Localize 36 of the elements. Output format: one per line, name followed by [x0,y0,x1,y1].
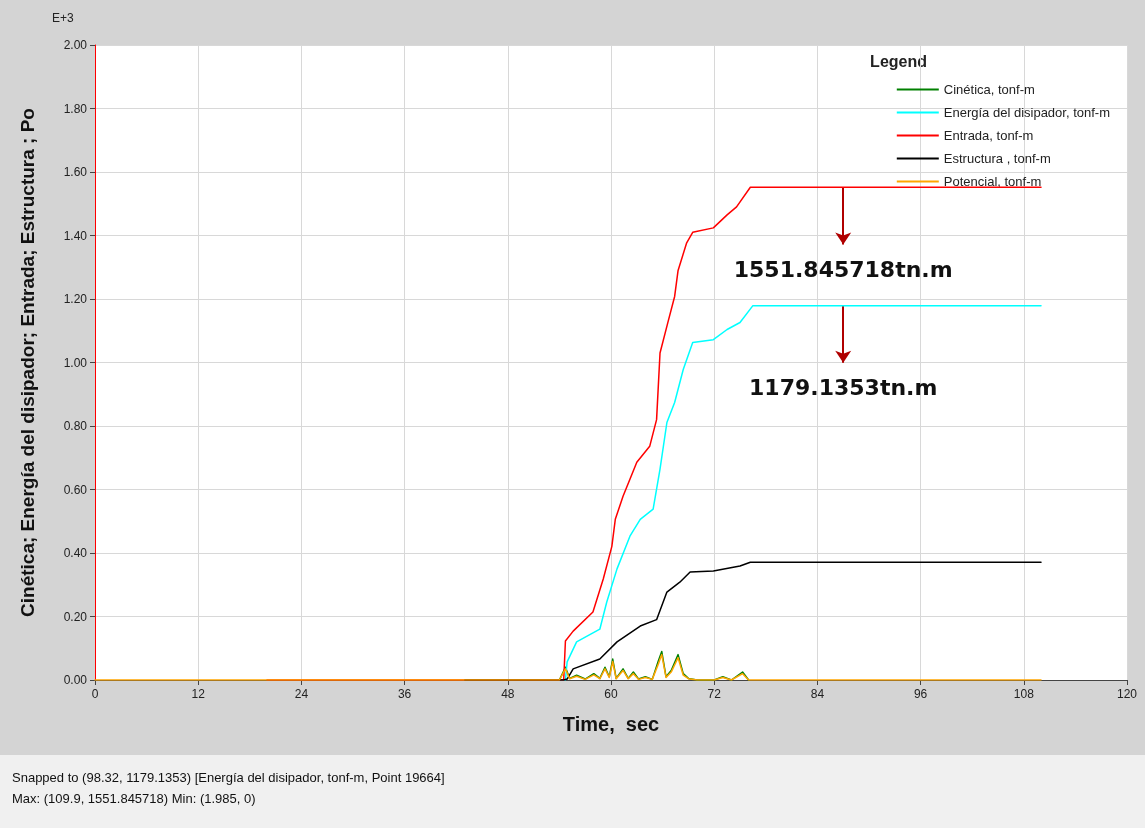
legend-label: Potencial, tonf-m [943,174,1042,189]
x-axis-title: Time, sec [562,713,660,735]
y-tick-label: 0.80 [63,419,88,433]
annotation: 1179.1353tn.m [749,375,938,401]
x-tick-label: 48 [501,687,515,701]
legend-title: Legend [870,52,927,70]
x-tick-label: 108 [1013,687,1035,701]
x-tick-label: 120 [1116,687,1138,701]
y-axis-title: Cinética; Energía del disipador; Entrada; Estructura ; Po [17,108,38,617]
x-tick-label: 60 [604,687,618,701]
y-tick-label: 2.00 [63,38,88,52]
x-tick-label: 36 [397,687,412,701]
y-tick-label: 1.60 [63,165,88,179]
x-tick-label: 0 [91,687,99,701]
y-tick-label: 1.00 [63,355,88,370]
x-tick-label: 84 [810,687,825,701]
annotation: 1551.845718tn.m [733,256,953,282]
y-tick-label: 0.60 [63,482,88,497]
legend-label: Energía del disipador, tonf-m [943,105,1111,120]
x-tick-label: 96 [913,687,928,701]
y-tick-label: 1.40 [63,228,88,243]
text: E+3 [52,11,75,25]
text: Max: (109.9, 1551.845718) Min: (1.985, 0) [12,790,257,808]
text: Snapped to (98.32, 1179.1353) [Energía del disipador, tonf-m, Point 19664] [12,769,446,787]
y-tick-label: 1.20 [63,292,88,306]
legend-label: Cinética, tonf-m [943,82,1035,97]
legend-label: Estructura , tonf-m [943,151,1051,166]
x-tick-label: 24 [294,687,309,701]
y-tick-label: 0.20 [63,609,88,624]
y-tick-label: 1.80 [63,101,88,116]
line-series [94,653,1042,681]
legend-label: Entrada, tonf-m [943,128,1034,143]
x-tick-label: 12 [191,687,206,701]
y-tick-label: 0.40 [63,546,88,560]
x-tick-label: 72 [707,687,722,701]
y-tick-label: 0.00 [63,673,88,687]
